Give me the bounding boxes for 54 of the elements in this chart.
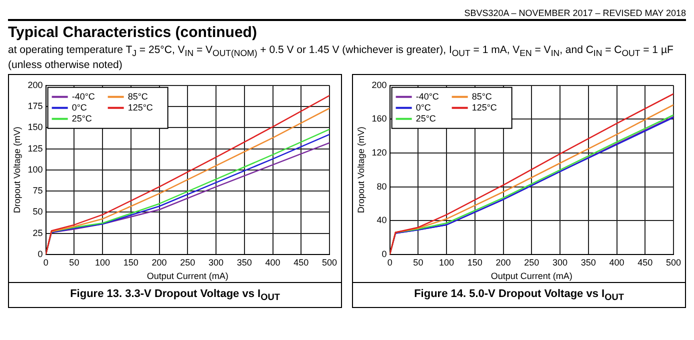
legend-label: 25°C <box>72 113 92 124</box>
legend-label: 0°C <box>72 102 88 112</box>
x-tick-label: 450 <box>638 257 653 268</box>
legend-label: 0°C <box>416 102 432 112</box>
legend-label: 85°C <box>128 91 148 102</box>
legend-label: 125°C <box>472 102 498 112</box>
x-tick-label: 250 <box>180 257 196 268</box>
x-tick-label: 200 <box>496 257 511 268</box>
x-tick-label: 400 <box>609 257 624 268</box>
legend-label: 85°C <box>472 91 492 102</box>
legend-label: -40°C <box>72 91 96 102</box>
y-tick-label: 120 <box>372 148 387 158</box>
y-tick-label: 0 <box>38 248 43 259</box>
text: at operating temperature T$_{J}$ = 25°C, V$_{IN}$ = V$_{OUT(NOM)}$ + 0.5 V or 1.45 V (whichever is greater), I$_{OUT}$ = 1 mA, V$_{EN}$ = V$_{IN}$, and C$_{IN}$ = C$_{OUT}$ = 1 µF (unless otherwise noted) <box>8 44 674 72</box>
legend-label: -40°C <box>416 91 440 102</box>
y-axis-title: Dropout Voltage (mV) <box>12 126 22 214</box>
x-tick-label: 100 <box>95 257 110 268</box>
chart-title: Typical Characteristics (continued) <box>8 24 258 41</box>
x-tick-label: 400 <box>265 257 280 268</box>
y-axis-title: Dropout Voltage (mV) <box>356 126 366 214</box>
y-tick-label: 200 <box>372 80 387 90</box>
y-tick-label: 40 <box>376 215 387 226</box>
x-tick-label: 200 <box>152 257 167 268</box>
x-axis-title: Output Current (mA) <box>490 271 572 282</box>
y-tick-label: 150 <box>28 122 43 132</box>
caption: Figure 14. 5.0-V Dropout Voltage vs I$_{OUT}$ <box>353 282 685 308</box>
x-tick-label: 100 <box>439 257 454 268</box>
x-tick-label: 350 <box>580 257 596 268</box>
y-tick-label: 100 <box>28 164 43 174</box>
y-tick-label: 75 <box>32 186 43 196</box>
legend-label: 125°C <box>128 102 154 112</box>
x-tick-label: 300 <box>552 257 568 268</box>
y-tick-label: 80 <box>376 181 387 192</box>
y-tick-label: 25 <box>32 228 43 238</box>
x-tick-label: 250 <box>524 257 540 268</box>
x-tick-label: 50 <box>413 257 424 268</box>
y-tick-label: 0 <box>382 248 387 259</box>
legend-label: 25°C <box>416 113 436 124</box>
y-tick-label: 125 <box>28 143 43 154</box>
caption: Figure 13. 3.3-V Dropout Voltage vs I$_{OUT}$ <box>9 282 341 308</box>
y-tick-label: 160 <box>372 114 387 124</box>
x-tick-label: 450 <box>294 257 309 268</box>
x-tick-label: 500 <box>666 257 682 268</box>
text: SBVS320A – NOVEMBER 2017 – REVISED MAY 2018 <box>8 8 686 21</box>
y-tick-label: 200 <box>28 80 43 90</box>
x-axis-title: Output Current (mA) <box>146 271 228 282</box>
x-tick-label: 350 <box>236 257 252 268</box>
x-tick-label: 300 <box>208 257 224 268</box>
x-tick-label: 150 <box>467 257 482 268</box>
x-tick-label: 50 <box>69 257 80 268</box>
x-tick-label: 500 <box>322 257 338 268</box>
y-tick-label: 175 <box>28 101 43 112</box>
x-tick-label: 150 <box>123 257 138 268</box>
y-tick-label: 50 <box>32 206 43 217</box>
